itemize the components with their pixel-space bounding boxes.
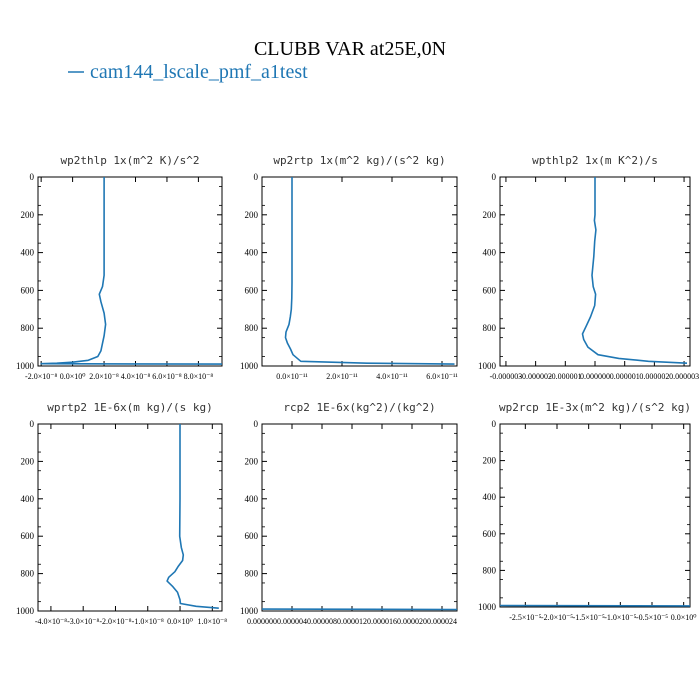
y-tick-label: 400 [21, 248, 35, 258]
y-tick-label: 600 [245, 531, 259, 541]
panel-frame [261, 176, 458, 367]
panel-4: wprtp2 1E-6x(m kg)/(s kg) 0 200 400 600 800 10… [16, 401, 227, 626]
series-line [284, 177, 455, 365]
x-tick-label: 0.000000 [247, 617, 277, 626]
panels: wp2thlp 1x(m^2 K)/s^202004006008001000-2… [16, 154, 699, 626]
x-tick-label: -2.0×10⁻⁸ [99, 617, 131, 626]
x-tick-label: -1.5×10⁻⁵ [573, 613, 605, 622]
x-tick-label: 4.0×10⁻⁸ [121, 372, 151, 381]
legend: cam144_lscale_pmf_a1test [68, 61, 308, 83]
x-tick-label: 0.000001 [610, 372, 640, 381]
y-tick-label: 600 [21, 285, 35, 295]
y-tick-label: 200 [245, 210, 259, 220]
y-tick-label: 1000 [478, 361, 497, 371]
y-tick-label: 1000 [240, 606, 259, 616]
y-tick-label: 1000 [478, 602, 497, 612]
x-tick-label: 0.000012 [337, 617, 367, 626]
x-tick-label: 0.000000 [580, 372, 610, 381]
x-tick-label: -4.0×10⁻⁸ [35, 617, 67, 626]
y-tick-label: 0 [30, 419, 35, 429]
panel-frame [261, 423, 458, 612]
panel-frame [37, 176, 223, 367]
x-tick-label: -2.0×10⁻⁸ [25, 372, 57, 381]
panel-6: wp2rcp 1E-3x(m^2 kg)/(s^2 kg)0 200 400 600 8… [478, 401, 697, 622]
x-tick-label: -2.0×10⁻⁵ [541, 613, 573, 622]
panel-3: wpthlp2 1x(m K^2)/s02004006008001000-0.0… [478, 154, 699, 381]
x-tick-label: 8.0×10⁻⁸ [184, 372, 214, 381]
y-tick-label: 200 [21, 456, 35, 466]
y-tick-label: 0 [254, 172, 259, 182]
panel-1: wp2thlp 1x(m^2 K)/s^2 0 200 400 600 800 1000-2… [16, 154, 223, 381]
x-tick-label: -0.000001 [549, 372, 582, 381]
x-tick-label: 0.000016 [367, 617, 397, 626]
panel-title: wp2rtp 1x(m^2 kg)/(s^2 kg) [273, 154, 445, 167]
x-tick-label: -0.000003 [490, 372, 523, 381]
x-tick-label: 6.0×10⁻⁸ [152, 372, 182, 381]
x-tick-label: 2.0×10⁻⁸ [89, 372, 119, 381]
y-tick-label: 400 [483, 492, 497, 502]
y-tick-label: 800 [483, 323, 497, 333]
x-tick-label: -1.0×10⁻⁵ [604, 613, 636, 622]
figure-title: CLUBB VAR at25E,0N [254, 38, 446, 60]
x-tick-label: 6.0×10⁻¹¹ [426, 372, 458, 381]
y-tick-label: 400 [245, 248, 259, 258]
legend-label: cam144_lscale_pmf_a1test [90, 61, 308, 83]
x-tick-label: 1.0×10⁻⁸ [198, 617, 228, 626]
panel-title: wpthlp2 1x(m K^2)/s [532, 154, 658, 167]
y-tick-label: 0 [492, 172, 497, 182]
x-tick-label: 4.0×10⁻¹¹ [376, 372, 408, 381]
y-tick-label: 800 [21, 323, 35, 333]
panel-5: rcp2 1E-6x(kg^2)/(kg^2) 0 200 400 600 800 1000… [240, 401, 458, 626]
y-tick-label: 400 [245, 494, 259, 504]
y-tick-label: 200 [483, 210, 497, 220]
y-tick-label: 600 [483, 529, 497, 539]
x-tick-label: 0.0×10⁰ [60, 372, 86, 381]
y-tick-label: 800 [21, 569, 35, 579]
x-tick-label: -2.5×10⁻⁵ [509, 613, 541, 622]
x-tick-label: 0.0×10⁰ [167, 617, 193, 626]
panel-frame [499, 423, 691, 608]
x-tick-label: -1.0×10⁻⁸ [132, 617, 164, 626]
panel-title: wprtp2 1E-6x(m kg)/(s kg) [47, 401, 213, 414]
x-tick-label: 0.000002 [639, 372, 669, 381]
y-tick-label: 1000 [16, 361, 35, 371]
series-line [581, 177, 688, 364]
y-tick-label: 1000 [16, 606, 35, 616]
y-tick-label: 0 [492, 419, 497, 429]
x-tick-label: 0.000024 [427, 617, 457, 626]
x-tick-label: 0.0×10⁻¹¹ [276, 372, 308, 381]
y-tick-label: 800 [245, 569, 259, 579]
y-tick-label: 0 [254, 419, 259, 429]
panel-title: rcp2 1E-6x(kg^2)/(kg^2) [283, 401, 435, 414]
x-tick-label: 0.000020 [397, 617, 427, 626]
x-tick-label: -0.000002 [519, 372, 552, 381]
y-tick-label: 800 [483, 565, 497, 575]
panel-title: wp2thlp 1x(m^2 K)/s^2 [60, 154, 199, 167]
y-tick-label: 200 [483, 456, 497, 466]
panel-frame [37, 423, 223, 612]
y-tick-label: 400 [21, 494, 35, 504]
y-tick-label: 800 [245, 323, 259, 333]
y-tick-label: 400 [483, 248, 497, 258]
panel-2: wp2rtp 1x(m^2 kg)/(s^2 kg) 0 200 400 600 800 1… [240, 154, 458, 381]
x-tick-label: -3.0×10⁻⁸ [67, 617, 99, 626]
x-tick-label: 0.000008 [307, 617, 337, 626]
x-tick-label: -0.5×10⁻⁵ [636, 613, 668, 622]
x-tick-label: 2.0×10⁻¹¹ [326, 372, 358, 381]
y-tick-label: 0 [30, 172, 35, 182]
series-line [40, 177, 223, 365]
y-tick-label: 1000 [240, 361, 259, 371]
y-tick-label: 600 [245, 285, 259, 295]
x-tick-label: 0.0×10⁰ [671, 613, 697, 622]
y-tick-label: 600 [21, 531, 35, 541]
series-line [166, 424, 219, 609]
x-tick-label: 0.000003 [669, 372, 699, 381]
y-tick-label: 600 [483, 285, 497, 295]
x-tick-label: 0.000004 [277, 617, 307, 626]
panel-title: wp2rcp 1E-3x(m^2 kg)/(s^2 kg) [499, 401, 691, 414]
y-tick-label: 200 [245, 456, 259, 466]
y-tick-label: 200 [21, 210, 35, 220]
